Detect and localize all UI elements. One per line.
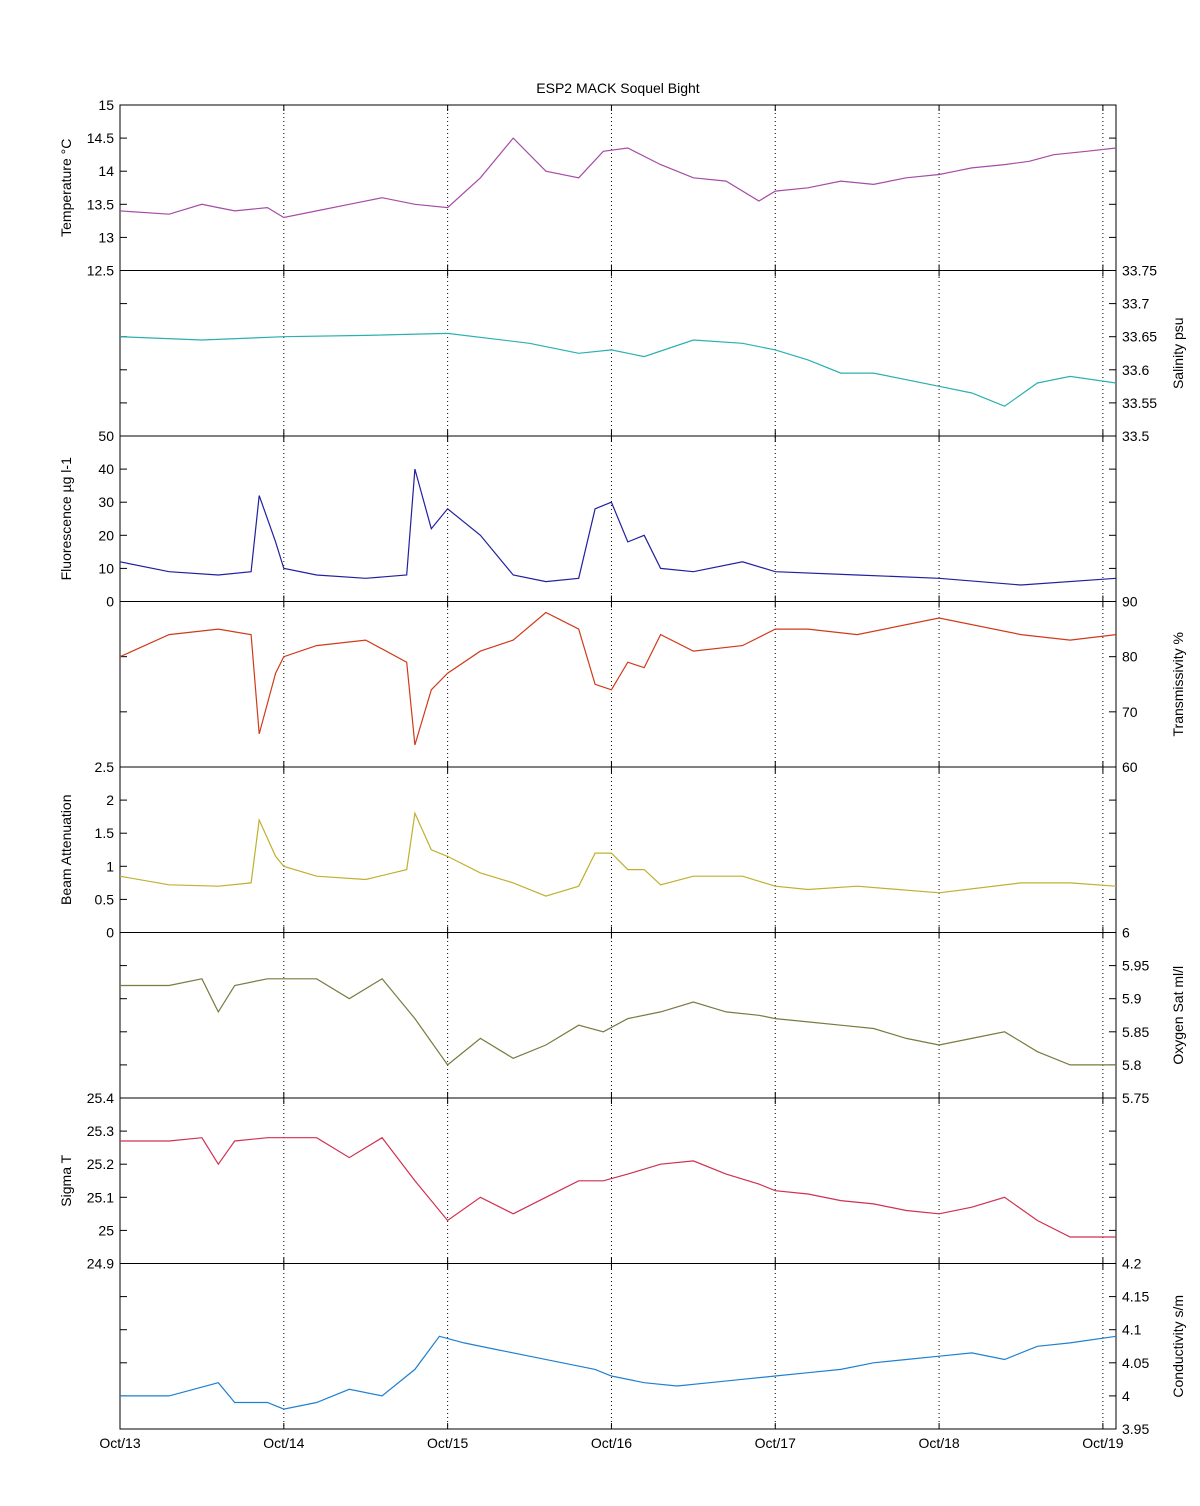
y-axis-label-fluorescence: Fluorescence µg l-1: [58, 457, 74, 580]
panel-frame: [119, 104, 1117, 271]
panel-frame: [119, 766, 1117, 933]
x-tick-label: Oct/17: [755, 1435, 796, 1451]
panel-frame: [119, 270, 1117, 437]
y-tick-label: 2: [106, 792, 114, 808]
y-tick-label: 4.15: [1122, 1289, 1149, 1305]
y-tick-label: 25.1: [87, 1189, 114, 1205]
series-line-transmissivity: [119, 611, 1117, 746]
y-tick-label: 4.05: [1122, 1355, 1149, 1371]
y-tick-label: 33.6: [1122, 362, 1149, 378]
y-tick-label: 13: [98, 229, 114, 245]
x-tick-label: Oct/14: [263, 1435, 304, 1451]
y-tick-label: 33.7: [1122, 296, 1149, 312]
x-tick-label: Oct/13: [99, 1435, 140, 1451]
y-axis-label-transmissivity: Transmissivity %: [1170, 632, 1186, 737]
y-tick-label: 4: [1122, 1388, 1130, 1404]
y-tick-label: 6: [1122, 925, 1130, 941]
series-line-fluorescence: [119, 468, 1117, 586]
y-tick-label: 5.8: [1122, 1057, 1142, 1073]
y-tick-label: 25.3: [87, 1123, 114, 1139]
y-tick-label: 2.5: [95, 759, 115, 775]
y-tick-label: 0.5: [95, 891, 115, 907]
y-tick-label: 33.75: [1122, 263, 1157, 279]
panel-frame: [119, 1097, 1117, 1264]
y-tick-label: 25.2: [87, 1156, 114, 1172]
y-tick-label: 25.4: [87, 1090, 114, 1106]
panel-frame: [119, 601, 1117, 768]
y-tick-label: 15: [98, 97, 114, 113]
y-tick-label: 4.2: [1122, 1256, 1142, 1272]
y-tick-label: 5.85: [1122, 1024, 1149, 1040]
y-tick-label: 10: [98, 560, 114, 576]
y-tick-label: 1: [106, 858, 114, 874]
y-tick-label: 20: [98, 527, 114, 543]
y-tick-label: 14.5: [87, 130, 114, 146]
y-tick-label: 33.65: [1122, 329, 1157, 345]
y-tick-label: 24.9: [87, 1256, 114, 1272]
y-tick-label: 5.9: [1122, 991, 1142, 1007]
x-tick-label: Oct/19: [1082, 1435, 1123, 1451]
y-tick-label: 33.5: [1122, 428, 1149, 444]
series-line-sigma_t: [120, 1136, 1116, 1238]
series-line-salinity: [119, 332, 1117, 407]
y-axis-label-beam_attenuation: Beam Attenuation: [58, 794, 74, 905]
y-tick-label: 1.5: [95, 825, 115, 841]
y-tick-label: 4.1: [1122, 1322, 1142, 1338]
y-tick-label: 40: [98, 461, 114, 477]
chart-title: ESP2 MACK Soquel Bight: [536, 80, 700, 96]
y-tick-label: 90: [1122, 594, 1138, 610]
y-tick-label: 30: [98, 494, 114, 510]
y-tick-label: 13.5: [87, 196, 114, 212]
y-tick-label: 3.95: [1122, 1421, 1149, 1437]
y-axis-label-sigma_t: Sigma T: [58, 1154, 74, 1206]
x-tick-label: Oct/16: [591, 1435, 632, 1451]
y-axis-label-oxygen_sat: Oxygen Sat ml/l: [1170, 966, 1186, 1065]
y-tick-label: 33.55: [1122, 395, 1157, 411]
y-tick-label: 25: [98, 1222, 114, 1238]
y-tick-label: 70: [1122, 704, 1138, 720]
series-line-conductivity: [120, 1335, 1117, 1410]
y-axis-label-salinity: Salinity psu: [1170, 317, 1186, 389]
panel-frame: [119, 1263, 1117, 1430]
x-tick-label: Oct/15: [427, 1435, 468, 1451]
x-tick-label: Oct/18: [918, 1435, 959, 1451]
series-line-temperature: [119, 137, 1117, 219]
y-tick-label: 5.75: [1122, 1090, 1149, 1106]
y-axis-label-conductivity: Conductivity s/m: [1170, 1295, 1186, 1398]
y-axis-label-temperature: Temperature °C: [58, 139, 74, 237]
y-tick-label: 14: [98, 163, 114, 179]
y-tick-label: 50: [98, 428, 114, 444]
panel-frame: [119, 932, 1117, 1099]
y-tick-label: 0: [106, 594, 114, 610]
y-tick-label: 12.5: [87, 263, 114, 279]
y-tick-label: 5.95: [1122, 958, 1149, 974]
y-tick-label: 60: [1122, 759, 1138, 775]
series-line-beam_attenuation: [119, 811, 1117, 897]
y-tick-label: 80: [1122, 649, 1138, 665]
series-line-oxygen_sat: [120, 978, 1116, 1066]
y-tick-label: 0: [106, 925, 114, 941]
